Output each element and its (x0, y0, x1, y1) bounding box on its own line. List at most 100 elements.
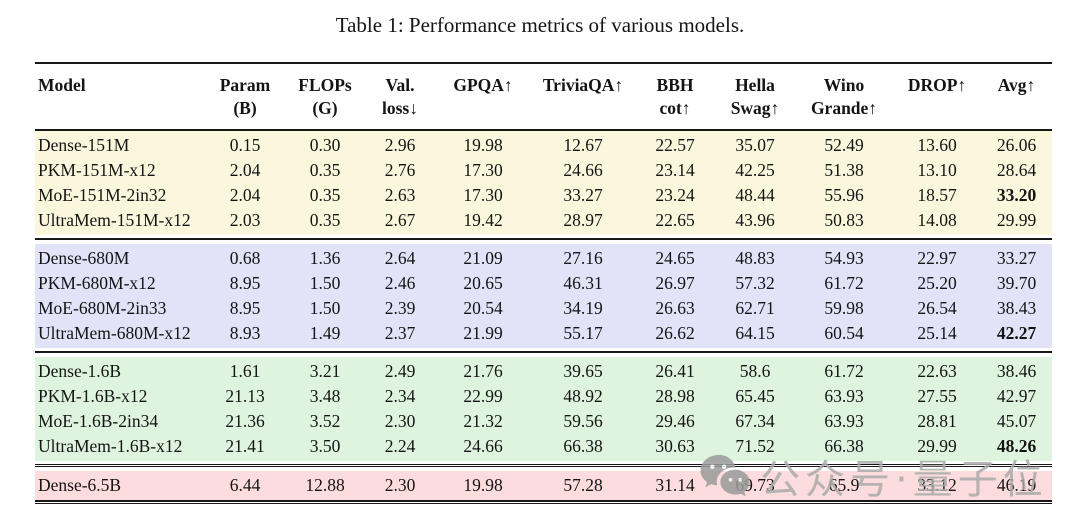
value-cell: 28.98 (655, 386, 695, 406)
model-group: Dense-6.5B 6.44 12.88 2.30 19.98 57.28 31.14 69… (35, 471, 1052, 500)
value-cell: 39.70 (996, 273, 1037, 293)
value-cell: 61.72 (824, 361, 864, 381)
value-cell: 63.93 (824, 386, 864, 406)
value-cell: 24.66 (463, 436, 503, 456)
value-cell: 33.20 (996, 185, 1037, 205)
model-name-cell: PKM-1.6B-x12 (38, 386, 148, 406)
value-cell: 29.99 (996, 210, 1037, 230)
value-cell: 63.93 (824, 411, 864, 431)
column-header-avg: Avg↑ (997, 75, 1036, 95)
value-cell: 23.24 (655, 185, 695, 205)
value-cell: 48.92 (563, 386, 603, 406)
value-cell: 19.42 (463, 210, 503, 230)
value-cell: 46.19 (996, 475, 1037, 495)
value-cell: 13.60 (917, 135, 957, 155)
value-cell: 38.46 (996, 361, 1037, 381)
model-name-cell: MoE-1.6B-2in34 (38, 411, 159, 431)
model-name-cell: Dense-1.6B (38, 361, 122, 381)
value-cell: 28.81 (917, 411, 957, 431)
column-header-flops: FLOPs (G) (298, 75, 352, 118)
model-name-cell: MoE-151M-2in32 (38, 185, 167, 205)
value-cell: 2.30 (384, 475, 416, 495)
value-cell: 35.07 (735, 135, 775, 155)
model-group: Dense-1.6B 1.61 3.21 2.49 21.76 39.65 26.41 58.… (35, 357, 1052, 461)
value-cell: 27.55 (917, 386, 957, 406)
value-cell: 2.04 (229, 160, 261, 180)
table-row: PKM-151M-x12 2.04 0.35 2.76 17.30 24.66 23.14 4… (35, 158, 1052, 183)
table-row: Dense-6.5B 6.44 12.88 2.30 19.98 57.28 31.14 69… (35, 473, 1052, 498)
value-cell: 39.65 (563, 361, 603, 381)
group-separator-rule (35, 351, 1052, 353)
value-cell: 59.98 (824, 298, 864, 318)
value-cell: 6.44 (229, 475, 261, 495)
value-cell: 1.50 (309, 298, 341, 318)
value-cell: 29.46 (655, 411, 695, 431)
value-cell: 21.13 (225, 386, 265, 406)
value-cell: 45.07 (996, 411, 1037, 431)
table-bottom-rule (35, 500, 1052, 504)
value-cell: 21.32 (463, 411, 503, 431)
value-cell: 26.06 (996, 135, 1037, 155)
value-cell: 8.95 (229, 298, 261, 318)
value-cell: 1.61 (229, 361, 261, 381)
value-cell: 2.34 (384, 386, 416, 406)
model-name-cell: Dense-680M (38, 248, 130, 268)
value-cell: 48.83 (735, 248, 775, 268)
model-name-cell: UltraMem-1.6B-x12 (38, 436, 183, 456)
value-cell: 21.09 (463, 248, 503, 268)
value-cell: 0.68 (229, 248, 261, 268)
value-cell: 2.04 (229, 185, 261, 205)
value-cell: 22.97 (917, 248, 957, 268)
value-cell: 1.49 (309, 323, 341, 343)
value-cell: 22.65 (655, 210, 695, 230)
value-cell: 13.10 (917, 160, 957, 180)
model-group: Dense-151M 0.15 0.30 2.96 19.98 12.67 22.57 35.… (35, 131, 1052, 235)
value-cell: 8.93 (229, 323, 261, 343)
value-cell: 33.27 (996, 248, 1037, 268)
table-body: Dense-151M 0.15 0.30 2.96 19.98 12.67 22.57 35.… (35, 131, 1052, 500)
value-cell: 0.35 (309, 160, 341, 180)
group-separator-rule (35, 464, 1052, 467)
table-row: Dense-151M 0.15 0.30 2.96 19.98 12.67 22.57 35.… (35, 133, 1052, 158)
column-header-param: Param (B) (219, 75, 271, 118)
value-cell: 1.36 (309, 248, 341, 268)
table-row: MoE-1.6B-2in34 21.36 3.52 2.30 21.32 59.56 29.… (35, 409, 1052, 434)
value-cell: 23.14 (655, 160, 695, 180)
value-cell: 67.34 (735, 411, 775, 431)
value-cell: 65.45 (735, 386, 775, 406)
model-name-cell: PKM-680M-x12 (38, 273, 156, 293)
value-cell: 62.71 (735, 298, 775, 318)
value-cell: 2.39 (384, 298, 416, 318)
value-cell: 19.98 (463, 135, 503, 155)
value-cell: 8.95 (229, 273, 261, 293)
group-separator-rule (35, 238, 1052, 240)
model-name-cell: UltraMem-680M-x12 (38, 323, 191, 343)
column-header-winogrande: Wino Grande↑ (810, 75, 878, 118)
value-cell: 28.64 (996, 160, 1037, 180)
table-top-rule (35, 62, 1052, 64)
table-row: UltraMem-151M-x12 2.03 0.35 2.67 19.42 28.97 2… (35, 208, 1052, 233)
table-row: Dense-1.6B 1.61 3.21 2.49 21.76 39.65 26.41 58.… (35, 359, 1052, 384)
value-cell: 22.57 (655, 135, 695, 155)
column-header-val_loss: Val. loss↓ (382, 75, 418, 118)
value-cell: 55.17 (563, 323, 603, 343)
value-cell: 26.41 (655, 361, 695, 381)
column-header-triviaqa: TriviaQA↑ (542, 75, 624, 95)
value-cell: 2.24 (384, 436, 416, 456)
column-header-drop: DROP↑ (907, 75, 967, 95)
value-cell: 20.65 (463, 273, 503, 293)
value-cell: 26.62 (655, 323, 695, 343)
value-cell: 54.93 (824, 248, 864, 268)
value-cell: 25.14 (917, 323, 957, 343)
value-cell: 20.54 (463, 298, 503, 318)
value-cell: 55.96 (824, 185, 864, 205)
value-cell: 27.16 (563, 248, 603, 268)
value-cell: 59.56 (563, 411, 603, 431)
value-cell: 21.99 (463, 323, 503, 343)
value-cell: 29.99 (917, 436, 957, 456)
value-cell: 26.54 (917, 298, 957, 318)
table-row: MoE-151M-2in32 2.04 0.35 2.63 17.30 33.27 23.2… (35, 183, 1052, 208)
value-cell: 12.88 (305, 475, 345, 495)
value-cell: 0.30 (309, 135, 341, 155)
value-cell: 66.38 (824, 436, 864, 456)
